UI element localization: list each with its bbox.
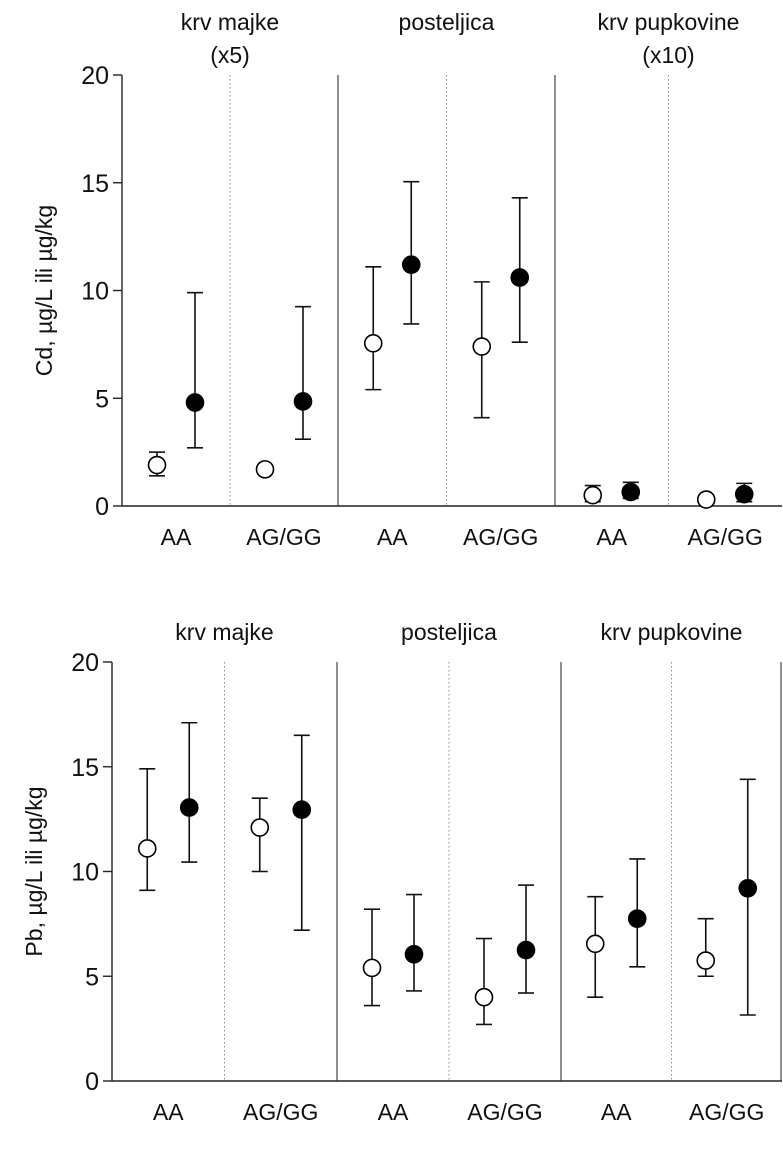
cd-category-label-0-0: AA <box>161 524 192 550</box>
pb-2-0-open-point <box>585 934 605 954</box>
cd-2-1-filled-point <box>734 484 754 504</box>
cd-0-0-filled-point <box>185 393 205 412</box>
chart-cd: 0 5 10 15 20 Cd, µg/L ili µg/kg krv majke (x5) A… <box>31 9 782 550</box>
cd-y-tick-label-4: 20 <box>81 62 109 90</box>
pb-2-0-filled-point <box>627 909 647 928</box>
pb-0-1-filled-point <box>292 800 312 819</box>
cd-category-label-2-0: AA <box>596 524 627 550</box>
cd-category-label-1-1: AG/GG <box>463 524 538 550</box>
pb-group-label-0-0: krv majke <box>175 619 273 645</box>
pb-y-tick-label-2: 10 <box>71 859 99 887</box>
cd-group-label-2-0: krv pupkovine <box>598 9 740 35</box>
pb-category-label-1-0: AA <box>378 1099 409 1125</box>
pb-0-0-filled-point <box>179 798 199 817</box>
cd-0-0-open-point <box>147 455 167 475</box>
cd-y-tick-label-0: 0 <box>95 493 109 521</box>
pb-1-0-open-point <box>362 958 382 978</box>
pb-2-1-open-point <box>696 951 716 970</box>
pb-group-label-2-0: krv pupkovine <box>601 619 743 645</box>
cd-y-tick-label-3: 15 <box>81 170 109 198</box>
pb-category-label-0-0: AA <box>153 1099 184 1125</box>
cd-y-tick-label-1: 5 <box>95 385 109 413</box>
pb-group-label-1-0: posteljica <box>401 619 497 645</box>
cd-1-1-filled-point <box>510 268 530 287</box>
cd-1-0-filled-point <box>401 255 421 274</box>
pb-category-label-2-1: AG/GG <box>689 1099 764 1125</box>
chart-pb: 0 5 10 15 20 Pb, µg/L ili µg/kg krv majke AA AG/… <box>21 619 782 1125</box>
cd-group-label-0-0: krv majke <box>181 9 279 35</box>
cd-0-1-open-point <box>255 460 275 479</box>
cd-group-label-1-0: posteljica <box>399 9 495 35</box>
cd-2-0-filled-point <box>621 482 641 502</box>
cd-category-label-2-1: AG/GG <box>688 524 763 550</box>
pb-y-tick-label-0: 0 <box>85 1068 99 1096</box>
cd-category-label-0-1: AG/GG <box>246 524 321 550</box>
pb-y-axis-title: Pb, µg/L ili µg/kg <box>21 786 47 956</box>
cd-1-1-open-point <box>472 337 492 356</box>
cd-category-label-1-0: AA <box>377 524 408 550</box>
cd-group-label-2-1: (x10) <box>642 42 694 68</box>
pb-0-0-open-point <box>137 839 157 858</box>
cd-group-label-0-1: (x5) <box>210 42 250 68</box>
cd-0-1-filled-point <box>293 392 313 411</box>
pb-category-label-1-1: AG/GG <box>467 1099 542 1125</box>
pb-category-label-2-0: AA <box>601 1099 632 1125</box>
pb-y-tick-label-4: 20 <box>71 649 99 677</box>
cd-1-0-open-point <box>363 333 383 353</box>
cd-y-axis-title: Cd, µg/L ili µg/kg <box>31 205 57 376</box>
cd-2-0-open-point <box>583 485 603 505</box>
pb-1-1-open-point <box>474 987 494 1007</box>
pb-y-tick-label-3: 15 <box>71 754 99 782</box>
cd-2-1-open-point <box>696 490 716 509</box>
pb-0-1-open-point <box>250 818 270 837</box>
pb-1-0-filled-point <box>404 944 424 964</box>
pb-1-1-filled-point <box>516 940 536 960</box>
cd-y-tick-label-2: 10 <box>81 278 109 306</box>
pb-category-label-0-1: AG/GG <box>243 1099 318 1125</box>
pb-2-1-filled-point <box>738 878 758 898</box>
pb-y-tick-label-1: 5 <box>85 963 99 991</box>
